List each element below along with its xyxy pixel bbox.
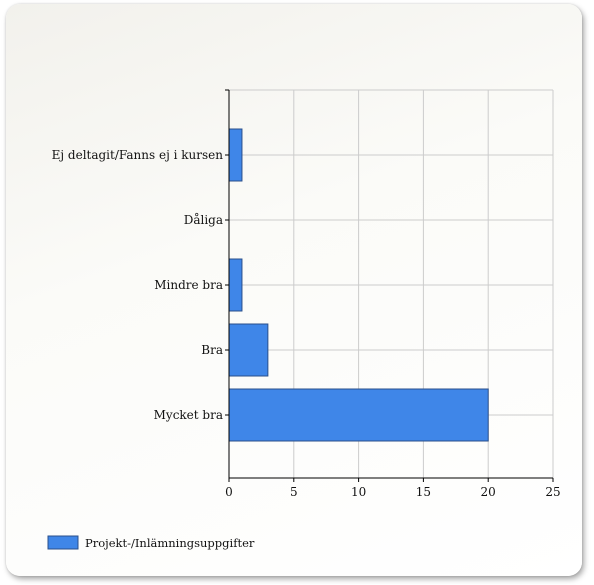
bar (228, 323, 269, 377)
bar (228, 388, 489, 442)
legend-swatch (47, 535, 79, 550)
x-tick-label: 25 (545, 485, 560, 499)
bars (228, 128, 489, 442)
y-category-label: Dåliga (184, 212, 223, 227)
labels: 0 5 10 15 20 25 Ej deltagit/Fanns ej i kursen D… (52, 148, 561, 499)
x-tick-label: 10 (351, 485, 366, 499)
x-tick-label: 5 (290, 485, 298, 499)
y-category-label: Ej deltagit/Fanns ej i kursen (52, 148, 224, 162)
y-category-label: Bra (201, 343, 223, 357)
bar (228, 128, 243, 182)
legend: Projekt-/Inlämningsuppgifter (47, 535, 255, 550)
axes (225, 89, 554, 482)
y-category-label: Mycket bra (154, 408, 223, 422)
x-tick-label: 20 (481, 485, 496, 499)
x-tick-label: 15 (416, 485, 431, 499)
legend-label: Projekt-/Inlämningsuppgifter (85, 536, 255, 550)
x-tick-label: 0 (225, 485, 233, 499)
y-category-label: Mindre bra (154, 278, 223, 292)
bar (228, 258, 243, 312)
